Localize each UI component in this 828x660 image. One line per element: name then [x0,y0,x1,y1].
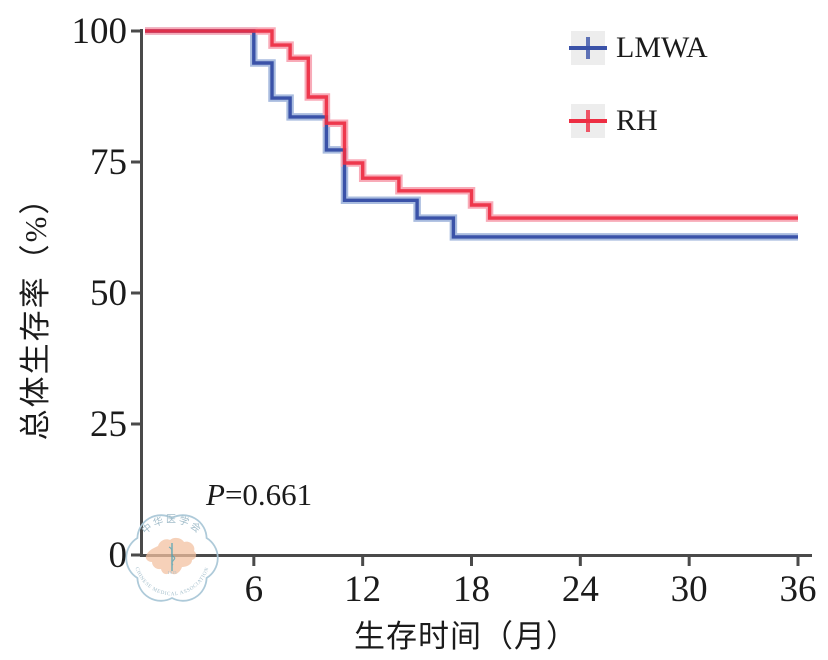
x-tick-label: 36 [780,569,817,610]
snake-icon [168,546,176,566]
p-symbol: P [206,477,225,512]
legend-item-rh: RH [569,104,708,138]
censor-plus-icon [569,104,607,138]
watermark-top-text: 中华医学会 [139,513,203,536]
y-tick-label: 75 [90,142,127,183]
y-tick-label: 0 [109,535,128,576]
p-value-annotation: P=0.661 [206,477,312,513]
legend-label-rh: RH [616,104,658,137]
x-tick-label: 18 [453,569,490,610]
censor-plus-icon [569,31,607,65]
x-tick-label: 30 [671,569,708,610]
watermark-year: 1915 [168,570,178,575]
x-tick-label: 6 [245,569,264,610]
p-value-text: =0.661 [224,477,313,512]
legend-item-lmwa: LMWA [569,31,708,65]
legend-line-vertical [586,110,590,132]
watermark-cma-logo: 中华医学会 CHINESE MEDICAL ASSOCIATION 1915 [125,513,219,602]
svg-text:中华医学会: 中华医学会 [139,513,205,536]
legend-line-vertical [586,37,590,59]
legend: LMWA RH [569,31,708,177]
y-tick-label: 100 [72,11,128,52]
x-tick-label: 12 [344,569,381,610]
x-axis-title: 生存时间（月） [354,619,578,654]
y-tick-label: 25 [90,404,127,445]
x-tick-label: 24 [562,569,599,610]
y-tick-label: 50 [90,273,127,314]
flower-ring [125,514,219,602]
survival-curve-rh [145,29,798,220]
survival-curve-lmwa [145,29,798,239]
legend-label-lmwa: LMWA [616,31,708,64]
china-map-silhouette [145,537,197,575]
y-axis-title: 总体生存率（%） [18,181,53,441]
